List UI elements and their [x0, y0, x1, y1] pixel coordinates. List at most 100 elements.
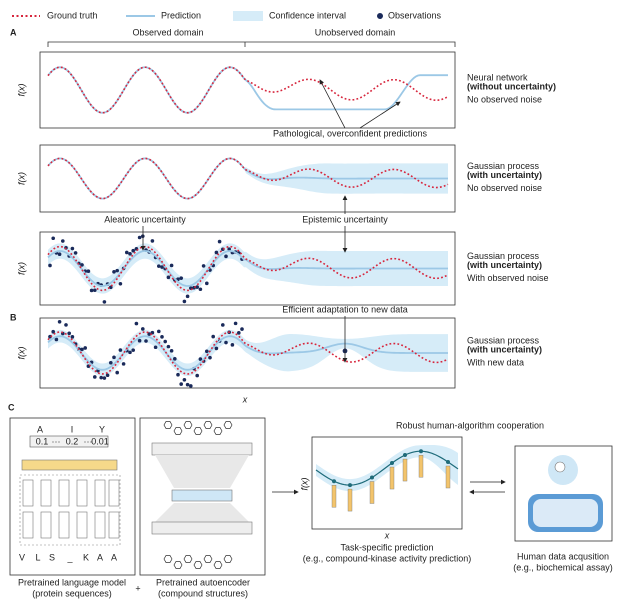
sequence-token: V [19, 552, 25, 562]
legend-swatch [377, 13, 383, 19]
output-layer [21, 459, 118, 471]
caption: (protein sequences) [32, 588, 112, 598]
observation [144, 339, 148, 343]
observation [227, 247, 231, 251]
observation [179, 276, 183, 280]
transformer-unit [40, 511, 52, 539]
prediction-line [315, 450, 459, 486]
prob-box [29, 435, 109, 448]
assay-bar [347, 488, 353, 512]
caption: Task-specific prediction [340, 542, 433, 552]
observation [240, 327, 244, 331]
transformer-unit [58, 479, 70, 507]
observation [169, 263, 174, 268]
observation [179, 382, 183, 386]
molecule [203, 421, 213, 429]
annotation: Efficient adaptation to new data [282, 304, 407, 314]
model-label: Gaussian process [467, 335, 540, 345]
transformer-unit [108, 511, 120, 539]
condition-label: No observed noise [467, 94, 542, 104]
observation [403, 453, 407, 458]
observation [73, 251, 78, 255]
annotation: Aleatoric uncertainty [104, 214, 186, 224]
transformer-unit [22, 479, 34, 507]
molecule [223, 421, 233, 429]
observation [51, 329, 55, 334]
observation [93, 375, 97, 379]
caption: Pretrained language model [18, 577, 126, 587]
caption: (compound structures) [158, 588, 248, 598]
observation [419, 449, 423, 454]
observation [348, 483, 352, 488]
transformer-unit [94, 511, 106, 539]
language-model-box [9, 417, 136, 576]
annotation: Pathological, overconfident predictions [273, 128, 428, 138]
observation [89, 288, 94, 293]
observation [115, 370, 119, 375]
sequence-token: S [49, 552, 55, 562]
model-label: Gaussian process [467, 251, 540, 261]
heading: Robust human-algorithm cooperation [396, 420, 544, 430]
observation [137, 338, 142, 343]
observation [131, 348, 135, 352]
probability: 0.01 [91, 436, 109, 446]
observation [169, 349, 174, 353]
observation [205, 281, 209, 286]
probability: ··· [52, 436, 61, 446]
y-axis-label: f(x) [16, 262, 26, 275]
observation [61, 239, 65, 243]
legend-label: Prediction [161, 10, 201, 20]
observation [70, 246, 75, 251]
observation [173, 357, 177, 361]
observation [166, 275, 171, 280]
confidence-band [48, 157, 448, 199]
observation [102, 376, 107, 380]
observation [224, 340, 228, 345]
annotation-arrow [359, 101, 401, 129]
sequence-token: _ [66, 552, 73, 562]
decoder [155, 503, 249, 522]
transformer-unit [108, 479, 120, 507]
observation [57, 252, 62, 257]
observation [390, 461, 394, 466]
observation [185, 294, 190, 299]
y-axis-label: f(x) [16, 172, 26, 185]
prediction-line [47, 66, 448, 114]
sequence-token: A [111, 552, 117, 562]
assay-bar [445, 465, 451, 489]
assay-bar [389, 466, 395, 490]
observation [176, 372, 180, 377]
observation [80, 347, 84, 352]
observation [105, 373, 110, 378]
observation [205, 349, 209, 354]
y-axis-label: f(x) [16, 84, 26, 97]
observation [201, 264, 206, 268]
confidence-band [316, 444, 458, 492]
condition-label: With observed noise [467, 273, 549, 283]
observation [102, 300, 107, 304]
observation [160, 335, 164, 339]
annotation-arrow [319, 79, 346, 129]
observation [80, 263, 84, 267]
observation [370, 475, 374, 480]
observation [233, 321, 238, 326]
observation [112, 270, 116, 274]
encoder-input [151, 442, 253, 456]
legend-swatch [233, 11, 263, 21]
legend-label: Confidence interval [269, 10, 346, 20]
observation [112, 355, 116, 360]
observation [125, 250, 129, 255]
assay-bar [402, 458, 408, 482]
model-label: Gaussian process [467, 161, 540, 171]
transformer-unit [94, 479, 106, 507]
observation [57, 319, 62, 324]
panel-label: B [10, 312, 17, 322]
observation [83, 346, 87, 350]
x-axis-label: x [384, 530, 390, 540]
token: A [37, 424, 43, 434]
condition-label: With new data [467, 357, 524, 367]
observation [48, 263, 52, 268]
observation [182, 377, 187, 382]
human-box [514, 445, 613, 542]
transformer-unit [76, 479, 88, 507]
